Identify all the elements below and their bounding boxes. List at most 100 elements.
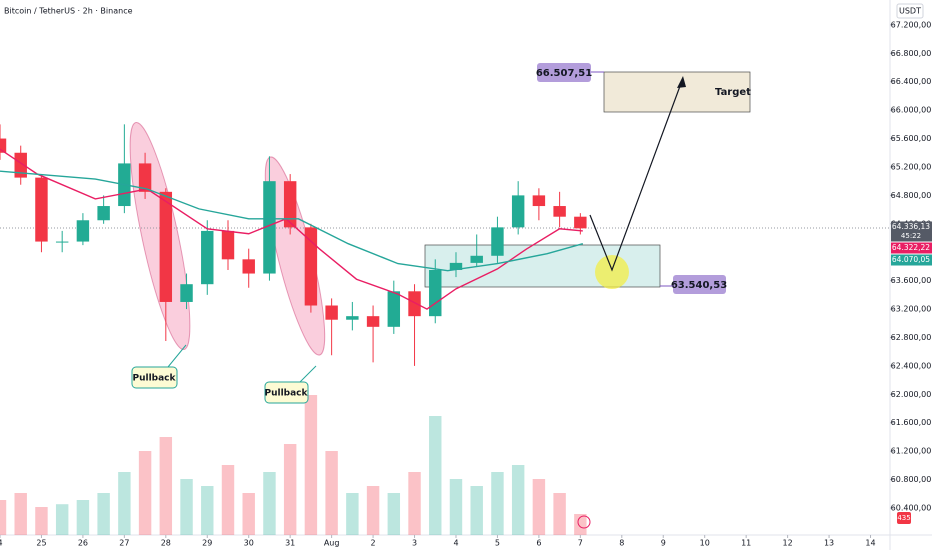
currency-box[interactable] bbox=[896, 3, 924, 19]
volume-bar bbox=[221, 465, 235, 535]
volume-bar bbox=[346, 493, 359, 535]
x-tick-label: 8 bbox=[619, 539, 624, 548]
alert-icon[interactable] bbox=[577, 515, 591, 529]
x-tick-label: 4 bbox=[453, 539, 458, 548]
entry-highlight bbox=[595, 255, 629, 289]
candle-body bbox=[449, 262, 463, 270]
candle-body bbox=[429, 269, 442, 317]
volume-bar bbox=[118, 472, 131, 535]
target-zone bbox=[603, 71, 751, 113]
candle-body bbox=[0, 138, 7, 153]
target-price-box bbox=[537, 63, 591, 82]
x-tick-label: 3 bbox=[412, 539, 417, 548]
volume-bar bbox=[304, 395, 318, 535]
projection-path bbox=[589, 77, 684, 272]
y-tick-label: 64.800,00 bbox=[891, 191, 932, 200]
y-tick-label: 65.600,00 bbox=[891, 134, 932, 143]
x-tick-label: 6 bbox=[536, 539, 541, 548]
x-tick-label: 28 bbox=[161, 539, 171, 548]
candle-body bbox=[201, 230, 214, 285]
volume-bar bbox=[449, 479, 463, 535]
candle-body bbox=[14, 152, 27, 178]
volume-bar bbox=[76, 500, 90, 535]
x-tick-label: 10 bbox=[700, 539, 710, 548]
x-tick-label: 12 bbox=[783, 539, 793, 548]
x-tick-label: 30 bbox=[244, 539, 254, 548]
y-tick-label: 63.600,00 bbox=[891, 276, 932, 285]
pullback-box bbox=[131, 366, 178, 389]
pullback-label: Pullback bbox=[132, 374, 176, 384]
candle-body bbox=[221, 230, 235, 260]
volume-bar bbox=[470, 486, 483, 535]
candle-body bbox=[408, 291, 421, 317]
x-tick-label: 11 bbox=[741, 539, 751, 548]
candle-body bbox=[325, 305, 338, 320]
volume-bar bbox=[0, 500, 7, 535]
y-tick-label: 62.400,00 bbox=[891, 361, 932, 370]
y-tick-label: 65.200,00 bbox=[891, 162, 932, 171]
candle-body bbox=[470, 255, 483, 263]
x-tick-label: 29 bbox=[202, 539, 212, 548]
volume-bar bbox=[138, 451, 152, 535]
x-tick-label: 26 bbox=[78, 539, 88, 548]
volume-bar bbox=[574, 514, 587, 535]
y-tick-label: 61.200,00 bbox=[891, 447, 932, 456]
y-tick-label: 60.800,00 bbox=[891, 475, 932, 484]
volume-tag: 435 bbox=[897, 514, 910, 522]
candle-body bbox=[304, 227, 318, 306]
y-tick-label: 63.200,00 bbox=[891, 305, 932, 314]
price-tag: 64.070,05 bbox=[892, 255, 930, 264]
connector bbox=[167, 344, 187, 368]
candle-body bbox=[366, 316, 380, 327]
pullback-label: Pullback bbox=[264, 389, 308, 399]
volume-bar bbox=[14, 493, 27, 535]
price-tag-countdown: 45:22 bbox=[901, 232, 921, 240]
overlay: 66.507,51 Target 63.540,53 Pullback Pull… bbox=[4, 3, 932, 529]
currency: USDT bbox=[899, 7, 921, 16]
x-tick-label: 2 bbox=[371, 539, 376, 548]
volume-bar bbox=[511, 465, 525, 535]
volume-bar bbox=[180, 479, 193, 535]
y-tick-label: 66.000,00 bbox=[891, 106, 932, 115]
y-tick-label: 60.400,00 bbox=[891, 504, 932, 513]
volume-bar bbox=[532, 479, 546, 535]
volume-bar bbox=[201, 486, 214, 535]
volume-bar bbox=[35, 507, 48, 535]
x-tick-label: 13 bbox=[824, 539, 834, 548]
candle-body bbox=[574, 216, 587, 229]
y-tick-label: 62.000,00 bbox=[891, 390, 932, 399]
moving-average bbox=[0, 148, 583, 310]
support-price-box bbox=[673, 275, 726, 294]
price-tag-box bbox=[891, 221, 932, 242]
chart-title: Bitcoin / TetherUS · 2h · Binance bbox=[4, 7, 133, 16]
candle-body bbox=[532, 195, 546, 207]
x-tick-label: 14 bbox=[865, 539, 875, 548]
volume-bar bbox=[387, 493, 401, 535]
volume-bar bbox=[97, 493, 110, 535]
volume-bar bbox=[408, 472, 421, 535]
volume-bar bbox=[491, 472, 504, 535]
candle-body bbox=[346, 316, 359, 320]
target-price: 66.507,51 bbox=[536, 68, 592, 79]
y-tick-label: 66.800,00 bbox=[891, 49, 932, 58]
x-tick-label: 31 bbox=[285, 539, 295, 548]
candle-body bbox=[263, 181, 276, 274]
moving-average bbox=[0, 170, 584, 272]
pullback-box bbox=[264, 381, 309, 404]
price-tag: 64.336,13 bbox=[892, 222, 930, 231]
volume-bar bbox=[263, 472, 276, 535]
candle-body bbox=[35, 177, 48, 242]
volume-bar bbox=[159, 437, 173, 535]
volume-bar bbox=[55, 504, 69, 535]
candle-body bbox=[138, 163, 152, 192]
target-label: Target bbox=[715, 87, 751, 98]
candle-body bbox=[97, 206, 110, 221]
price-tag-box bbox=[891, 242, 932, 254]
candle-body bbox=[511, 195, 525, 228]
x-tick-label: 27 bbox=[119, 539, 129, 548]
candle-body bbox=[159, 191, 173, 302]
candle-body bbox=[76, 220, 90, 242]
volume-bar bbox=[325, 451, 338, 535]
y-tick-label: 67.200,00 bbox=[891, 20, 932, 29]
